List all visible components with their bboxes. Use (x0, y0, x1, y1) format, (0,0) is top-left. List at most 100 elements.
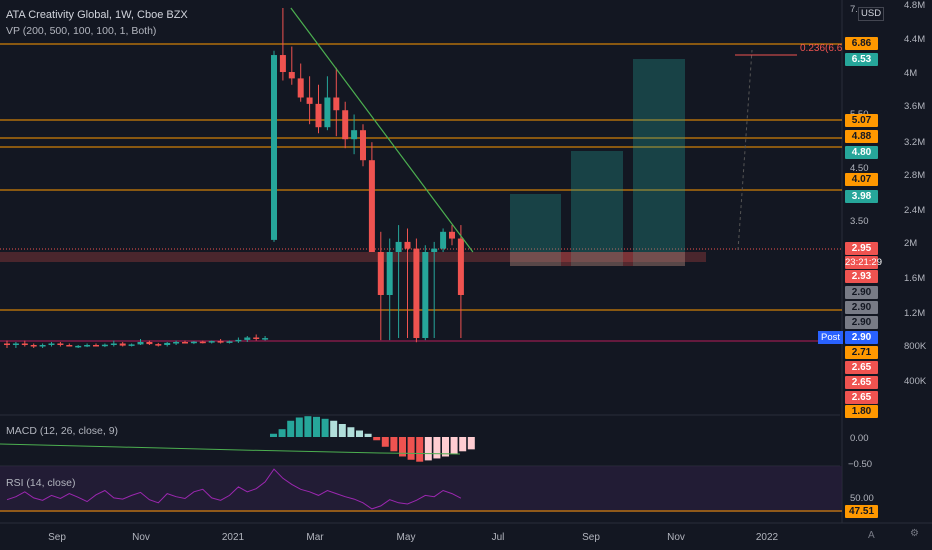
candle-body (297, 78, 304, 98)
candle-body (182, 342, 188, 344)
volume-tick: 2M (904, 238, 917, 249)
price-label: 23:21:29 (845, 256, 882, 269)
candle-body (30, 345, 37, 347)
price-label: 2.93 (845, 270, 878, 283)
candle-body (244, 337, 251, 340)
volume-tick: 800K (904, 341, 927, 352)
rsi-tick: 50.00 (850, 493, 874, 504)
macd-bar (321, 418, 329, 437)
price-label: 2.90 (845, 286, 878, 299)
macd-signal-line (0, 443, 461, 455)
macd-bar (313, 416, 320, 437)
price-label: 4.07 (845, 173, 878, 186)
candle-body (324, 97, 331, 128)
time-tick: 2022 (756, 532, 779, 543)
macd-label[interactable]: MACD (12, 26, close, 9) (6, 425, 119, 437)
macd-bar (356, 430, 363, 437)
volume-tick: 4.4M (904, 34, 925, 45)
volume-tick: 3.2M (904, 137, 925, 148)
candle-body (431, 248, 438, 252)
volume-tick: 2.4M (904, 205, 925, 216)
candle-body (128, 344, 135, 346)
macd-bar (407, 437, 415, 460)
time-tick: Nov (132, 532, 150, 543)
symbol-title[interactable]: ATA Creativity Global, 1W, Cboe BZX (6, 9, 188, 21)
macd-bar (278, 429, 286, 437)
time-tick: May (397, 532, 416, 543)
volume-tick: 400K (904, 376, 927, 387)
price-label: 2.90 (845, 316, 878, 329)
price-label: 4.88 (845, 130, 878, 143)
candle-body (271, 55, 277, 240)
candle-body (217, 341, 224, 343)
candle-body (315, 103, 322, 128)
candle-body (21, 343, 28, 345)
gear-icon[interactable]: ⚙ (910, 528, 919, 539)
candle-body (360, 130, 366, 161)
price-label: 2.90 (845, 301, 878, 314)
macd-bar (459, 437, 467, 452)
volume-tick: 2.8M (904, 170, 925, 181)
candle-body (190, 341, 197, 344)
candle-body (199, 341, 206, 344)
auto-scale-button[interactable]: A (868, 530, 875, 541)
macd-bar (416, 437, 424, 462)
macd-bar (373, 437, 381, 441)
currency-label[interactable]: USD (858, 7, 885, 21)
macd-bar (450, 437, 458, 454)
candle-body (4, 343, 10, 345)
price-label: 2.65 (845, 361, 878, 374)
volume-tick: 1.6M (904, 273, 925, 284)
macd-bar (304, 416, 312, 437)
volume-tick: 4.8M (904, 0, 925, 11)
candle-body (253, 337, 260, 339)
macd-bar (390, 437, 398, 452)
price-label: 2.65 (845, 376, 878, 389)
candle-body (39, 345, 46, 347)
macd-bar (270, 433, 277, 437)
candle-body (288, 72, 295, 79)
candle-body (226, 341, 233, 343)
price-tick: 4.50 (850, 163, 869, 174)
macd-bar (442, 437, 449, 457)
projection-line (737, 49, 753, 251)
macd-tick: −0.50 (848, 459, 872, 470)
vp-box (571, 151, 623, 266)
rsi-label[interactable]: RSI (14, close) (6, 477, 76, 489)
price-label: 2.95 (845, 242, 878, 255)
candle-body (457, 238, 464, 295)
time-tick: Sep (582, 532, 600, 543)
macd-bar (381, 437, 389, 447)
candle-body (279, 55, 286, 73)
price-label: 2.71 (845, 346, 878, 359)
price-label: 3.98 (845, 190, 878, 203)
rsi-band (0, 466, 842, 512)
candle-body (262, 338, 269, 340)
candle-body (208, 341, 215, 343)
macd-bar (467, 437, 475, 450)
vp-box-red (510, 252, 685, 266)
volume-tick: 3.6M (904, 101, 925, 112)
candle-body (404, 241, 411, 249)
candle-body (333, 97, 340, 111)
candle-body (164, 342, 171, 345)
vp-indicator-label[interactable]: VP (200, 500, 100, 100, 1, Both) (6, 25, 157, 37)
candle-body (395, 241, 402, 252)
candle-body (110, 343, 117, 345)
vp-box (510, 194, 561, 266)
candle-body (155, 344, 162, 346)
time-tick: Mar (306, 532, 324, 543)
candle-body (101, 344, 108, 347)
macd-bar (399, 437, 406, 457)
volume-tick: 1.2M (904, 308, 925, 319)
price-label: 6.53 (845, 53, 878, 66)
candle-body (342, 110, 349, 140)
candle-body (66, 345, 73, 347)
time-tick: 2021 (222, 532, 245, 543)
price-label: 1.80 (845, 405, 878, 418)
macd-tick: 0.00 (850, 433, 869, 444)
macd-bar (295, 417, 303, 437)
macd-bar (287, 420, 295, 437)
post-market-tag: Post (818, 331, 844, 344)
